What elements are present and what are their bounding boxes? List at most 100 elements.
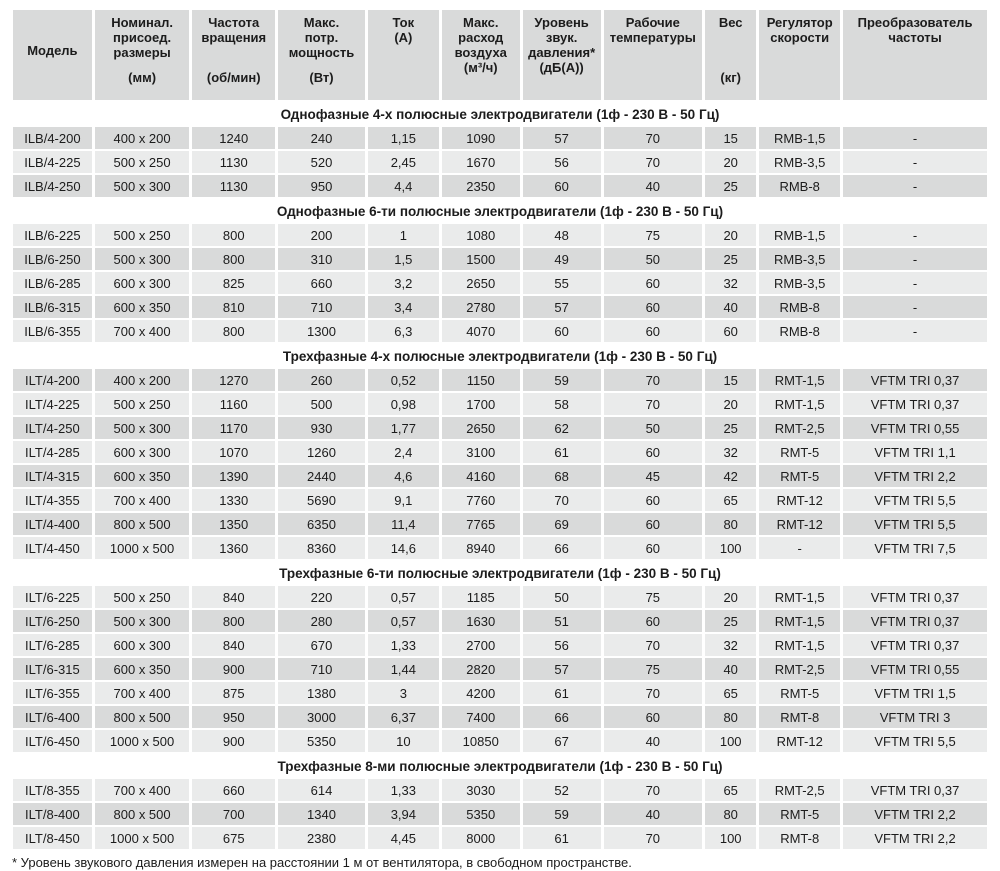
value-cell: 1,77 <box>367 417 439 439</box>
column-header-4: Ток (А) <box>367 10 439 100</box>
value-cell: 0,98 <box>367 393 439 415</box>
column-title: Преобразователь частоты <box>857 15 973 45</box>
value-cell: 1080 <box>441 224 520 246</box>
value-cell: 1340 <box>278 803 365 825</box>
model-cell: ILT/6-315 <box>13 658 92 680</box>
column-title: Ток <box>392 15 415 30</box>
value-cell: 75 <box>603 658 703 680</box>
value-cell: 69 <box>522 513 601 535</box>
value-cell: 15 <box>705 127 757 149</box>
value-cell: 4200 <box>441 682 520 704</box>
value-cell: 1270 <box>192 369 276 391</box>
table-row: ILT/8-355 700 x 400 660 614 1,33 3030 52 70 65 RM… <box>13 779 987 801</box>
value-cell: RMT-12 <box>759 489 841 511</box>
value-cell: - <box>843 320 987 342</box>
value-cell: RMT-8 <box>759 706 841 728</box>
table-row: ILT/4-200 400 x 200 1270 260 0,52 1150 59 70 15 R… <box>13 369 987 391</box>
value-cell: VFTM TRI 7,5 <box>843 537 987 559</box>
value-cell: 7765 <box>441 513 520 535</box>
value-cell: - <box>843 248 987 270</box>
value-cell: 66 <box>522 537 601 559</box>
value-cell: 25 <box>705 248 757 270</box>
column-title: Модель <box>27 42 78 58</box>
value-cell: 800 x 500 <box>94 803 190 825</box>
value-cell: - <box>843 175 987 197</box>
value-cell: 60 <box>603 272 703 294</box>
value-cell: 5690 <box>278 489 365 511</box>
value-cell: RMB-8 <box>759 320 841 342</box>
value-cell: 1240 <box>192 127 276 149</box>
value-cell: RMB-3,5 <box>759 248 841 270</box>
value-cell: 4,6 <box>367 465 439 487</box>
value-cell: 100 <box>705 827 757 849</box>
table-row: ILB/4-250 500 x 300 1130 950 4,4 2350 60 40 25 RM… <box>13 175 987 197</box>
column-title: Регулятор скорости <box>766 15 833 45</box>
value-cell: 5350 <box>441 803 520 825</box>
value-cell: 900 <box>192 658 276 680</box>
value-cell: 710 <box>278 658 365 680</box>
column-unit: (кг) <box>720 70 741 85</box>
value-cell: 660 <box>278 272 365 294</box>
value-cell: VFTM TRI 5,5 <box>843 730 987 752</box>
value-cell: 2650 <box>441 417 520 439</box>
value-cell: 2380 <box>278 827 365 849</box>
value-cell: 60 <box>603 489 703 511</box>
column-header-8: Вес (кг) <box>705 10 757 100</box>
value-cell: 80 <box>705 706 757 728</box>
value-cell: 2350 <box>441 175 520 197</box>
value-cell: 6,3 <box>367 320 439 342</box>
value-cell: RMT-5 <box>759 465 841 487</box>
model-cell: ILT/4-225 <box>13 393 92 415</box>
value-cell: 240 <box>278 127 365 149</box>
value-cell: 10850 <box>441 730 520 752</box>
value-cell: 600 x 350 <box>94 296 190 318</box>
value-cell: RMT-2,5 <box>759 658 841 680</box>
value-cell: 70 <box>603 827 703 849</box>
value-cell: 2780 <box>441 296 520 318</box>
value-cell: VFTM TRI 0,37 <box>843 779 987 801</box>
column-header-9: Регулятор скорости <box>759 10 841 100</box>
column-header-1: Номинал. присоед. размеры (мм) <box>94 10 190 100</box>
table-row: ILT/4-355 700 x 400 1330 5690 9,1 7760 70 60 65 R… <box>13 489 987 511</box>
value-cell: 15 <box>705 369 757 391</box>
value-cell: 7400 <box>441 706 520 728</box>
value-cell: 310 <box>278 248 365 270</box>
value-cell: 60 <box>603 537 703 559</box>
value-cell: 840 <box>192 634 276 656</box>
value-cell: 20 <box>705 393 757 415</box>
value-cell: 1350 <box>192 513 276 535</box>
value-cell: 2,4 <box>367 441 439 463</box>
value-cell: 60 <box>603 706 703 728</box>
model-cell: ILB/6-355 <box>13 320 92 342</box>
value-cell: 1 <box>367 224 439 246</box>
table-row: ILT/4-400 800 x 500 1350 6350 11,4 7765 69 60 80… <box>13 513 987 535</box>
value-cell: 3030 <box>441 779 520 801</box>
value-cell: 1330 <box>192 489 276 511</box>
value-cell: 810 <box>192 296 276 318</box>
value-cell: 4160 <box>441 465 520 487</box>
value-cell: 9,1 <box>367 489 439 511</box>
value-cell: 800 x 500 <box>94 513 190 535</box>
value-cell: 20 <box>705 586 757 608</box>
model-cell: ILT/6-355 <box>13 682 92 704</box>
value-cell: 1070 <box>192 441 276 463</box>
value-cell: 50 <box>522 586 601 608</box>
value-cell: VFTM TRI 2,2 <box>843 465 987 487</box>
value-cell: - <box>843 296 987 318</box>
section-title: Однофазные 6-ти полюсные электродвигател… <box>13 199 987 222</box>
value-cell: 500 <box>278 393 365 415</box>
value-cell: 8000 <box>441 827 520 849</box>
column-unit: (м³/ч) <box>463 60 498 75</box>
value-cell: - <box>843 272 987 294</box>
value-cell: 70 <box>603 779 703 801</box>
value-cell: 70 <box>603 151 703 173</box>
value-cell: 57 <box>522 296 601 318</box>
value-cell: RMB-8 <box>759 175 841 197</box>
value-cell: 50 <box>603 417 703 439</box>
value-cell: 840 <box>192 586 276 608</box>
value-cell: 56 <box>522 151 601 173</box>
value-cell: 1,5 <box>367 248 439 270</box>
table-row: ILT/6-400 800 x 500 950 3000 6,37 7400 66 60 80 R… <box>13 706 987 728</box>
value-cell: 75 <box>603 586 703 608</box>
value-cell: - <box>843 151 987 173</box>
